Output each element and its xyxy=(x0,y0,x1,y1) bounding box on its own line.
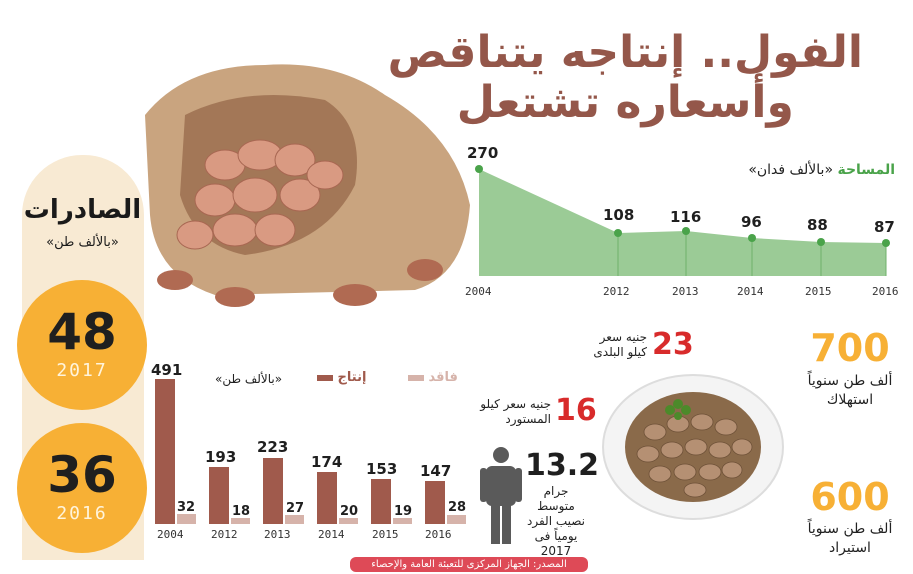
per-capita-text: جرام متوسط نصيب الفرد يومياً فى 2017 xyxy=(523,484,589,559)
title-line-1: الفول.. إنتاجه يتناقص xyxy=(387,27,863,78)
exports-value: 48 xyxy=(47,303,117,361)
area-value-2004: 270 xyxy=(467,144,499,162)
area-value-2015: 88 xyxy=(807,216,828,234)
consumption-value: 700 xyxy=(810,326,890,370)
area-year-2016: 2016 xyxy=(872,285,899,298)
area-value-2013: 116 xyxy=(670,208,702,226)
exports-circle-2017: 48 2017 xyxy=(17,280,147,410)
per-capita-line4: 2017 xyxy=(540,544,572,558)
bean-sack-image xyxy=(145,64,470,307)
bar-chart-unit: «بالألف طن» xyxy=(215,372,283,386)
area-value-2014: 96 xyxy=(741,213,762,231)
imported-price-text: جنيه سعر كيلو المستورد xyxy=(465,397,551,427)
area-year-2004: 2004 xyxy=(465,285,492,298)
exports-circle-2016: 36 2016 xyxy=(17,423,147,553)
bar-year-2004: 2004 xyxy=(157,528,184,541)
imports-line2: استيراد xyxy=(829,540,871,556)
production-value-2015: 153 xyxy=(366,460,398,478)
imports-value: 600 xyxy=(810,475,890,519)
legend-production-swatch xyxy=(317,374,333,381)
consumption-line2: استهلاك xyxy=(826,392,874,408)
area-value-2012: 108 xyxy=(603,206,635,224)
imported-price-line1: جنيه سعر كيلو xyxy=(480,397,551,411)
bar-year-2014: 2014 xyxy=(318,528,345,541)
per-capita-value: 13.2 xyxy=(525,448,600,483)
legend-loss: فاقد xyxy=(408,370,458,385)
imports-line1: ألف طن سنوياً xyxy=(807,521,893,537)
production-value-2016: 147 xyxy=(420,462,452,480)
area-year-2014: 2014 xyxy=(737,285,764,298)
production-value-2012: 193 xyxy=(205,448,237,466)
local-price-value: 23 xyxy=(652,327,694,362)
local-price-line1: جنيه سعر xyxy=(599,330,647,344)
bar-year-2012: 2012 xyxy=(211,528,238,541)
exports-year: 2017 xyxy=(56,360,108,381)
per-capita-line3: يومياً فى xyxy=(534,529,578,543)
local-price-line2: كيلو البلدى xyxy=(593,345,647,359)
infographic-title: الفول.. إنتاجه يتناقص وأسعاره تشتعل xyxy=(388,28,863,128)
area-year-2013: 2013 xyxy=(672,285,699,298)
imports-text: ألف طن سنوياً استيراد xyxy=(790,520,910,558)
source-badge: المصدر: الجهاز المركزى للتعبئة العامة وا… xyxy=(350,557,588,572)
production-value-2013: 223 xyxy=(257,438,289,456)
exports-unit: «بالألف طن» xyxy=(46,235,119,250)
area-value-2016: 87 xyxy=(874,218,895,236)
per-capita-line2: نصيب الفرد xyxy=(527,514,585,528)
bar-year-2015: 2015 xyxy=(372,528,399,541)
legend-loss-label: فاقد xyxy=(428,370,458,385)
loss-value-2013: 27 xyxy=(286,501,305,516)
production-value-2004: 491 xyxy=(151,361,183,379)
consumption-text: ألف طن سنوياً استهلاك xyxy=(790,372,910,410)
area-year-2015: 2015 xyxy=(805,285,832,298)
legend-loss-swatch xyxy=(408,374,424,381)
per-capita-line1: جرام متوسط xyxy=(537,484,575,513)
legend-production-label: إنتاج xyxy=(337,370,367,385)
local-price-text: جنيه سعر كيلو البلدى xyxy=(565,330,647,360)
exports-title: الصادرات xyxy=(23,195,142,225)
exports-year: 2016 xyxy=(56,503,108,524)
area-label-title: المساحة xyxy=(837,162,895,178)
loss-value-2015: 19 xyxy=(394,504,413,519)
loss-value-2012: 18 xyxy=(232,504,251,519)
bar-chart xyxy=(155,379,466,524)
production-value-2014: 174 xyxy=(311,453,343,471)
loss-value-2014: 20 xyxy=(340,504,359,519)
area-chart xyxy=(475,165,890,276)
title-line-2: وأسعاره تشتعل xyxy=(456,77,794,128)
area-year-2012: 2012 xyxy=(603,285,630,298)
fava-plate-image xyxy=(602,374,784,520)
bar-year-2013: 2013 xyxy=(264,528,291,541)
imported-price-value: 16 xyxy=(555,393,597,428)
imported-price-line2: المستورد xyxy=(505,412,551,426)
bar-year-2016: 2016 xyxy=(425,528,452,541)
legend-production: إنتاج xyxy=(317,370,366,385)
consumption-line1: ألف طن سنوياً xyxy=(807,373,893,389)
loss-value-2016: 28 xyxy=(448,500,467,515)
area-chart-label: المساحة «بالألف فدان» xyxy=(748,162,895,178)
loss-value-2004: 32 xyxy=(177,500,196,515)
person-icon xyxy=(480,447,522,544)
exports-value: 36 xyxy=(47,446,117,504)
area-label-unit: «بالألف فدان» xyxy=(748,162,834,178)
